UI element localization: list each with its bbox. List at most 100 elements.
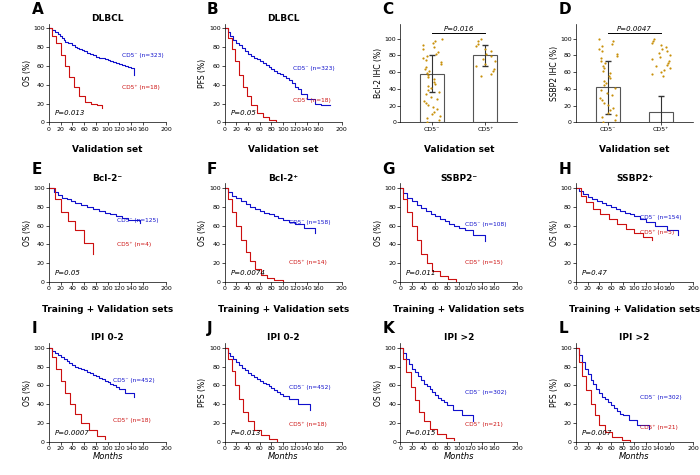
Point bbox=[663, 59, 674, 66]
Point bbox=[593, 45, 604, 52]
Text: P=0.0007: P=0.0007 bbox=[55, 430, 90, 436]
Point bbox=[604, 72, 615, 79]
Title: Bcl-2⁻: Bcl-2⁻ bbox=[92, 174, 122, 183]
Point bbox=[435, 58, 447, 66]
Point bbox=[608, 104, 619, 112]
Point bbox=[435, 112, 446, 120]
Point bbox=[422, 74, 433, 81]
Point bbox=[598, 82, 609, 89]
Point bbox=[426, 110, 438, 118]
Point bbox=[422, 69, 433, 77]
Point bbox=[423, 101, 434, 109]
Text: P=0.013: P=0.013 bbox=[230, 430, 261, 436]
Point bbox=[611, 50, 622, 57]
Point bbox=[655, 41, 666, 48]
Point bbox=[489, 57, 500, 65]
Title: IPI 0-2: IPI 0-2 bbox=[91, 333, 124, 342]
X-axis label: Months: Months bbox=[268, 452, 298, 461]
Point bbox=[428, 108, 440, 115]
Point bbox=[428, 78, 440, 86]
Text: I: I bbox=[32, 322, 37, 336]
Text: E: E bbox=[32, 162, 42, 177]
Text: Training + Validation sets: Training + Validation sets bbox=[393, 304, 524, 314]
Point bbox=[475, 35, 486, 43]
Point bbox=[657, 45, 668, 52]
Point bbox=[604, 106, 615, 114]
Point bbox=[596, 86, 607, 94]
Point bbox=[651, 63, 662, 70]
Point bbox=[434, 116, 445, 124]
Point bbox=[478, 55, 489, 63]
Point bbox=[427, 104, 438, 111]
Text: P=0.47: P=0.47 bbox=[582, 270, 608, 276]
Point bbox=[596, 48, 608, 55]
Point bbox=[417, 41, 428, 49]
Point bbox=[423, 71, 434, 79]
Text: CD5⁺ (n=18): CD5⁺ (n=18) bbox=[122, 85, 160, 90]
Point bbox=[607, 92, 618, 99]
Text: CD5⁻ (n=302): CD5⁻ (n=302) bbox=[640, 395, 682, 400]
Point bbox=[598, 77, 610, 85]
Point bbox=[421, 57, 432, 64]
Point bbox=[596, 96, 608, 104]
Point bbox=[486, 70, 497, 78]
Point bbox=[481, 50, 492, 57]
Y-axis label: OS (%): OS (%) bbox=[199, 219, 207, 246]
Text: CD5⁺ (n=18): CD5⁺ (n=18) bbox=[289, 421, 327, 427]
Text: Validation set: Validation set bbox=[599, 145, 670, 154]
Y-axis label: OS (%): OS (%) bbox=[23, 60, 32, 86]
Text: CD5⁺ (n=5): CD5⁺ (n=5) bbox=[640, 230, 675, 235]
Text: CD5⁺ (n=18): CD5⁺ (n=18) bbox=[293, 98, 330, 103]
Point bbox=[603, 101, 614, 109]
Text: L: L bbox=[559, 322, 568, 336]
Text: P=0.0047: P=0.0047 bbox=[617, 26, 652, 32]
Point bbox=[657, 73, 668, 80]
Point bbox=[602, 109, 613, 116]
Point bbox=[662, 47, 673, 55]
Point bbox=[488, 65, 499, 73]
Text: G: G bbox=[383, 162, 395, 177]
X-axis label: Months: Months bbox=[620, 452, 650, 461]
Point bbox=[487, 67, 498, 75]
Text: P=0.0074: P=0.0074 bbox=[230, 270, 265, 276]
Title: SSBP2⁻: SSBP2⁻ bbox=[440, 174, 477, 183]
Point bbox=[421, 52, 432, 60]
Text: F: F bbox=[207, 162, 218, 177]
Point bbox=[429, 80, 440, 87]
Text: P=0.016: P=0.016 bbox=[444, 26, 474, 32]
Point bbox=[421, 114, 432, 122]
Y-axis label: PFS (%): PFS (%) bbox=[550, 378, 559, 407]
Title: Bcl-2⁺: Bcl-2⁺ bbox=[268, 174, 298, 183]
Point bbox=[421, 99, 432, 107]
Point bbox=[609, 116, 620, 124]
Point bbox=[424, 67, 435, 75]
Text: CD5⁻ (n=108): CD5⁻ (n=108) bbox=[465, 222, 506, 228]
Title: DLBCL: DLBCL bbox=[91, 14, 124, 23]
Point bbox=[420, 91, 431, 98]
Point bbox=[470, 63, 482, 70]
Bar bbox=[420, 74, 444, 123]
Point bbox=[599, 59, 610, 67]
Point bbox=[432, 48, 443, 56]
Text: CD5⁺ (n=15): CD5⁺ (n=15) bbox=[465, 260, 503, 265]
Point bbox=[608, 38, 619, 45]
Point bbox=[486, 53, 497, 60]
Point bbox=[648, 35, 659, 43]
Text: A: A bbox=[32, 2, 43, 17]
Point bbox=[473, 38, 484, 45]
Point bbox=[648, 37, 659, 45]
Y-axis label: OS (%): OS (%) bbox=[23, 219, 32, 246]
Text: CD5⁺ (n=21): CD5⁺ (n=21) bbox=[640, 424, 678, 429]
Bar bbox=[596, 87, 620, 123]
Point bbox=[427, 39, 438, 47]
Point bbox=[431, 95, 442, 103]
Text: CD5⁻ (n=125): CD5⁻ (n=125) bbox=[117, 218, 158, 223]
Point bbox=[420, 65, 431, 73]
Point bbox=[665, 51, 676, 58]
Point bbox=[425, 84, 436, 92]
Point bbox=[596, 57, 607, 65]
Bar bbox=[473, 56, 498, 123]
Text: CD5⁻ (n=302): CD5⁻ (n=302) bbox=[465, 390, 506, 395]
Text: B: B bbox=[207, 2, 218, 17]
Point bbox=[601, 89, 612, 96]
